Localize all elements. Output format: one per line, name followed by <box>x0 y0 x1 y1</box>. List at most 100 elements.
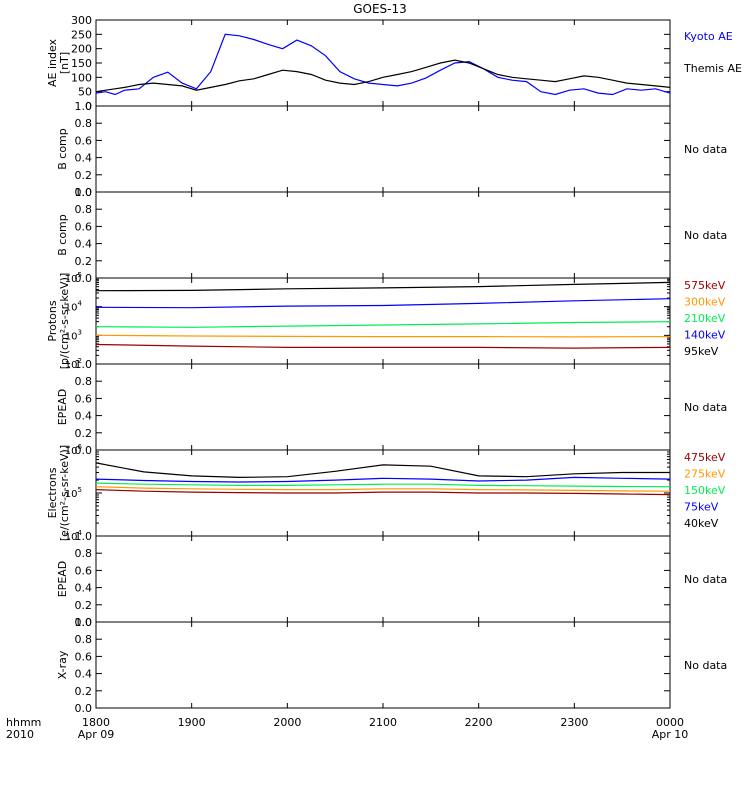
panel-8: 0.0 0.2 0.4 0.6 0.8 1.0 X-ray No data <box>56 616 727 715</box>
figure-title: GOES-13 <box>353 2 407 16</box>
y-tick-label: 0.0 <box>75 616 93 629</box>
series-line-300kev <box>95 334 671 338</box>
y-tick-label: 1.0 <box>75 358 93 371</box>
y-tick-label: 0.8 <box>75 547 93 560</box>
y-tick-label: 0.6 <box>75 650 93 663</box>
y-label: B comp <box>56 128 69 170</box>
y-tick-label: 0.8 <box>75 375 93 388</box>
y-tick-label: 1.0 <box>75 100 93 113</box>
panel-frame <box>95 191 671 279</box>
time-tick-label: 2200 <box>465 716 493 729</box>
y-label: X-ray <box>56 650 69 679</box>
no-data-label: No data <box>684 659 727 672</box>
y-tick-label: 0.6 <box>75 220 93 233</box>
y-tick-label: 0.8 <box>75 633 93 646</box>
y-tick-label: 0.4 <box>75 238 93 251</box>
y-tick-label: 0.8 <box>75 203 93 216</box>
panel-frame <box>95 363 671 451</box>
y-tick-label: 0.4 <box>75 582 93 595</box>
series-line-kyoto-ae <box>95 33 671 96</box>
y-tick-label: 1.0 <box>75 530 93 543</box>
panel-5: 0.0 0.2 0.4 0.6 0.8 1.0 EPEAD No data <box>56 358 727 457</box>
legend-kyoto-ae: Kyoto AE <box>684 30 733 43</box>
no-data-label: No data <box>684 143 727 156</box>
y-tick-label: 100 <box>71 71 92 84</box>
y-axis-label: EPEAD <box>56 561 69 598</box>
y-axis-label: X-ray <box>56 650 69 679</box>
y-axis-label: Electrons [e/(cm²-s-sr-keV)] <box>46 445 71 541</box>
time-tick-label: 2300 <box>560 716 588 729</box>
time-tick-label: 2100 <box>369 716 397 729</box>
legend-575kev: 575keV <box>684 279 726 292</box>
y-tick-label: 0.4 <box>75 668 93 681</box>
series-line-150kev <box>95 482 671 488</box>
legend-95kev: 95keV <box>684 345 719 358</box>
y-tick-label: 0.4 <box>75 152 93 165</box>
panel-7: 0.0 0.2 0.4 0.6 0.8 1.0 EPEAD No data <box>56 530 727 629</box>
legend-themis-ae: Themis AE <box>683 62 742 75</box>
panel-frame <box>95 105 671 193</box>
y-axis-label: B comp <box>56 128 69 170</box>
y-tick-label: 0.8 <box>75 117 93 130</box>
y-axis-label: AE index [nT] <box>46 38 71 87</box>
series-line-475kev <box>95 489 671 496</box>
no-data-label: No data <box>684 573 727 586</box>
y-tick-label: 0.2 <box>75 169 93 182</box>
series-line-210kev <box>95 321 671 328</box>
y-tick-label: 0.0 <box>75 444 93 457</box>
time-tick-label: 1800 <box>82 716 110 729</box>
series-line-40kev <box>95 462 670 479</box>
legend-150kev: 150keV <box>684 484 726 497</box>
panel-3: 0.0 0.2 0.4 0.6 0.8 1.0 B comp No data <box>56 186 727 285</box>
y-tick-label: 0 <box>85 100 92 113</box>
y-tick-label: 300 <box>71 14 92 27</box>
y-tick-label: 0.2 <box>75 685 93 698</box>
y-tick-label: 0.2 <box>75 255 93 268</box>
y-tick-label: 50 <box>78 86 92 99</box>
y-tick-label: 0.6 <box>75 134 93 147</box>
date-start-label: Apr 09 <box>78 728 115 741</box>
y-label: B comp <box>56 214 69 256</box>
y-tick-label: 0.6 <box>75 392 93 405</box>
series-line-140kev <box>95 298 671 309</box>
y-tick-label: 250 <box>71 28 92 41</box>
legend-300kev: 300keV <box>684 296 726 309</box>
y-tick-label: 0.6 <box>75 564 93 577</box>
y-axis-label: B comp <box>56 214 69 256</box>
legend-140kev: 140keV <box>684 329 726 342</box>
legend-275kev: 275keV <box>684 468 726 481</box>
y-label: EPEAD <box>56 389 69 426</box>
series-line-575kev <box>95 343 671 349</box>
y-tick-label: 0.4 <box>75 410 93 423</box>
y-label: AE index <box>46 38 59 87</box>
legend-40kev: 40keV <box>684 517 719 530</box>
time-tick-label: 0000 <box>656 716 684 729</box>
panel-frame <box>95 19 671 107</box>
series-line-275kev <box>95 486 671 492</box>
legend-475kev: 475keV <box>684 451 726 464</box>
y-tick-label: 0.2 <box>75 599 93 612</box>
y-label: Electrons <box>46 467 59 518</box>
series-line-75kev <box>95 476 671 483</box>
time-tick-label: 2000 <box>273 716 301 729</box>
legend-75kev: 75keV <box>684 501 719 514</box>
y-tick-label: 150 <box>71 57 92 70</box>
panel-2: 0.0 0.2 0.4 0.6 0.8 1.0 B comp No data <box>56 100 727 199</box>
y-tick-label: 0.2 <box>75 427 93 440</box>
y-tick-label: 0.0 <box>75 186 93 199</box>
series-line-themis-ae <box>95 59 671 93</box>
no-data-label: No data <box>684 401 727 414</box>
y-unit: [e/(cm²-s-sr-keV)] <box>58 445 71 541</box>
y-label: EPEAD <box>56 561 69 598</box>
y-axis-label: Protons [p/(cm²-s-sr-keV)] <box>46 273 71 370</box>
y-tick-label: 200 <box>71 43 92 56</box>
y-tick-label: 1.0 <box>75 616 93 629</box>
y-tick-label: 0.0 <box>75 272 93 285</box>
y-unit: [nT] <box>58 52 71 74</box>
legend-210kev: 210keV <box>684 312 726 325</box>
y-tick-label: 0.0 <box>75 702 93 715</box>
